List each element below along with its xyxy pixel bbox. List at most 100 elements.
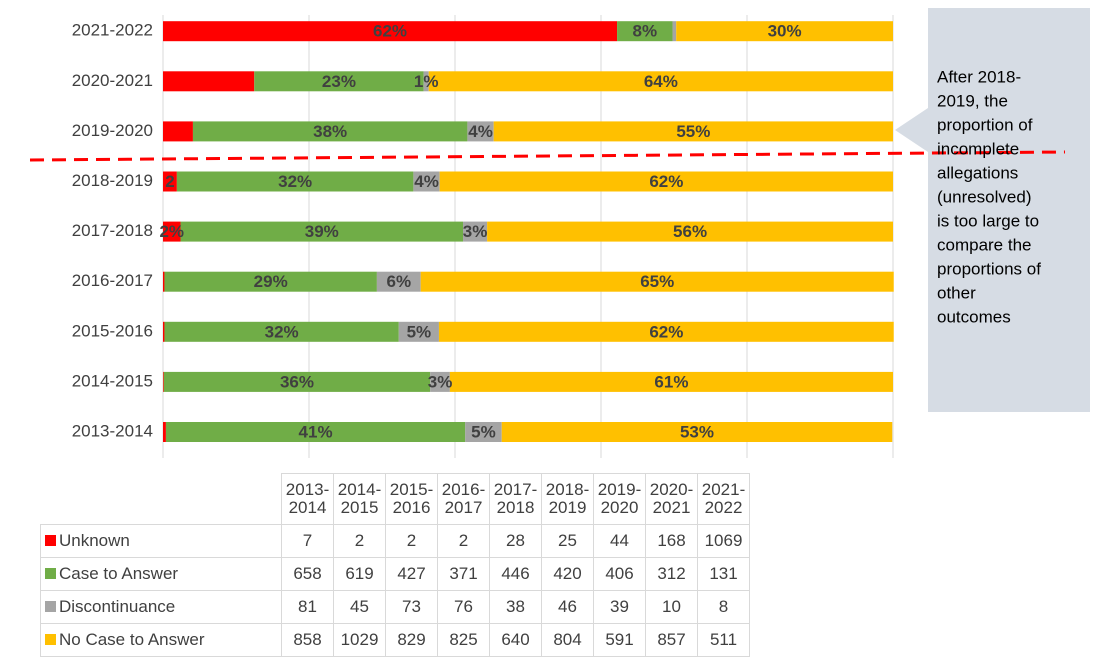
annotation: incomplete	[937, 139, 1019, 158]
data-label: 62%	[649, 322, 683, 341]
table-cell: 857	[645, 623, 698, 657]
data-label: 5%	[471, 422, 496, 441]
table-cell: 45	[333, 590, 386, 624]
row-header: Unknown	[40, 524, 282, 558]
bar-segment	[165, 422, 466, 442]
legend-label: Discontinuance	[59, 597, 176, 616]
table-cell: 446	[489, 557, 542, 591]
table-cell: 46	[541, 590, 594, 624]
bar-segment	[430, 371, 450, 392]
bar-segment	[676, 21, 893, 42]
data-label: 53%	[680, 422, 714, 441]
bar-segment	[398, 321, 439, 342]
divider-line	[29, 150, 1066, 162]
table-cell: 825	[437, 623, 490, 657]
data-label: 55%	[676, 122, 710, 141]
data-label: 41%	[299, 422, 333, 441]
legend-swatch	[45, 634, 56, 645]
bar-segment	[163, 121, 193, 142]
y-tick-label: 2017-2018	[72, 221, 153, 240]
legend-swatch	[45, 601, 56, 612]
column-header: 2014-2015	[333, 473, 386, 525]
data-label: 8%	[633, 22, 658, 41]
bar-segment	[467, 121, 494, 142]
bar-segment	[163, 371, 431, 392]
data-label: 5%	[407, 322, 432, 341]
data-label: 23%	[322, 72, 356, 91]
bar-segment	[439, 171, 893, 192]
data-label: 2	[165, 172, 174, 191]
column-header: 2018-2019	[541, 473, 594, 525]
bar-segment	[164, 271, 377, 292]
data-label: 65%	[640, 272, 674, 291]
legend-label: Case to Answer	[59, 564, 179, 583]
bar-segment	[465, 422, 502, 442]
table-cell: 8	[697, 590, 750, 624]
table-cell: 2	[333, 524, 386, 558]
table-cell: 7	[281, 524, 334, 558]
table-cell: 420	[541, 557, 594, 591]
legend-label: Unknown	[59, 531, 130, 550]
table-cell: 44	[593, 524, 646, 558]
table-cell: 2	[437, 524, 490, 558]
bar-segment	[420, 271, 894, 292]
column-header: 2021-2022	[697, 473, 750, 525]
blank-cell	[41, 474, 282, 525]
data-label: 61%	[654, 372, 688, 391]
table-cell: 39	[593, 590, 646, 624]
column-header: 2017-2018	[489, 473, 542, 525]
data-label: 3%	[428, 372, 453, 391]
bar-segment	[672, 21, 677, 42]
row-header: Discontinuance	[40, 590, 282, 624]
data-label: 3%	[463, 222, 488, 241]
table-cell: 511	[697, 623, 750, 657]
annotation: (unresolved)	[937, 187, 1032, 206]
table-cell: 1029	[333, 623, 386, 657]
y-tick-label: 2014-2015	[72, 371, 153, 390]
table-row: Discontinuance 81 45 73 76 38 46 39 10 8	[40, 590, 750, 624]
table-cell: 829	[385, 623, 438, 657]
bar-segment	[192, 121, 468, 142]
data-label: 4%	[414, 172, 439, 191]
y-tick-label: 2016-2017	[72, 271, 153, 290]
bar-segment	[163, 422, 166, 442]
table-header-row: 2013-2014 2014-2015 2015-2016 2016-2017 2017…	[41, 473, 750, 525]
annotation: After 2018-	[937, 67, 1021, 86]
data-label: 30%	[768, 22, 802, 41]
bar-segment	[423, 71, 429, 92]
bar-segment	[617, 21, 673, 42]
bar-segment	[163, 71, 255, 92]
column-header: 2015-2016	[385, 473, 438, 525]
annotation: 2019, the	[937, 91, 1008, 110]
column-header: 2019-2020	[593, 473, 646, 525]
table-cell: 2	[385, 524, 438, 558]
data-label: 36%	[280, 372, 314, 391]
annotation: proportions of	[937, 259, 1041, 278]
data-table: 2013-2014 2014-2015 2015-2016 2016-2017 2017…	[40, 473, 750, 657]
data-label: 62%	[373, 22, 407, 41]
annotation: outcomes	[937, 307, 1011, 326]
table-cell: 25	[541, 524, 594, 558]
bar-segment	[413, 171, 440, 192]
column-header: 2016-2017	[437, 473, 490, 525]
bar-segment	[493, 121, 893, 142]
bar-segment	[163, 321, 165, 342]
data-label: 2%	[159, 222, 184, 241]
bar-segment	[449, 371, 893, 392]
bar-segment	[163, 21, 618, 42]
table-cell: 312	[645, 557, 698, 591]
table-cell: 804	[541, 623, 594, 657]
table-cell: 427	[385, 557, 438, 591]
legend-label: No Case to Answer	[59, 630, 205, 649]
legend-swatch	[45, 568, 56, 579]
table-cell: 73	[385, 590, 438, 624]
table-cell: 28	[489, 524, 542, 558]
bar-segment	[254, 71, 424, 92]
y-tick-label: 2015-2016	[72, 321, 153, 340]
row-header: No Case to Answer	[40, 623, 282, 657]
bar-segment	[163, 271, 165, 292]
table-row: Case to Answer 658 619 427 371 446 420 406 312 13…	[40, 557, 750, 591]
bar-segment	[487, 221, 893, 242]
bar-segment	[463, 221, 488, 242]
table-cell: 658	[281, 557, 334, 591]
